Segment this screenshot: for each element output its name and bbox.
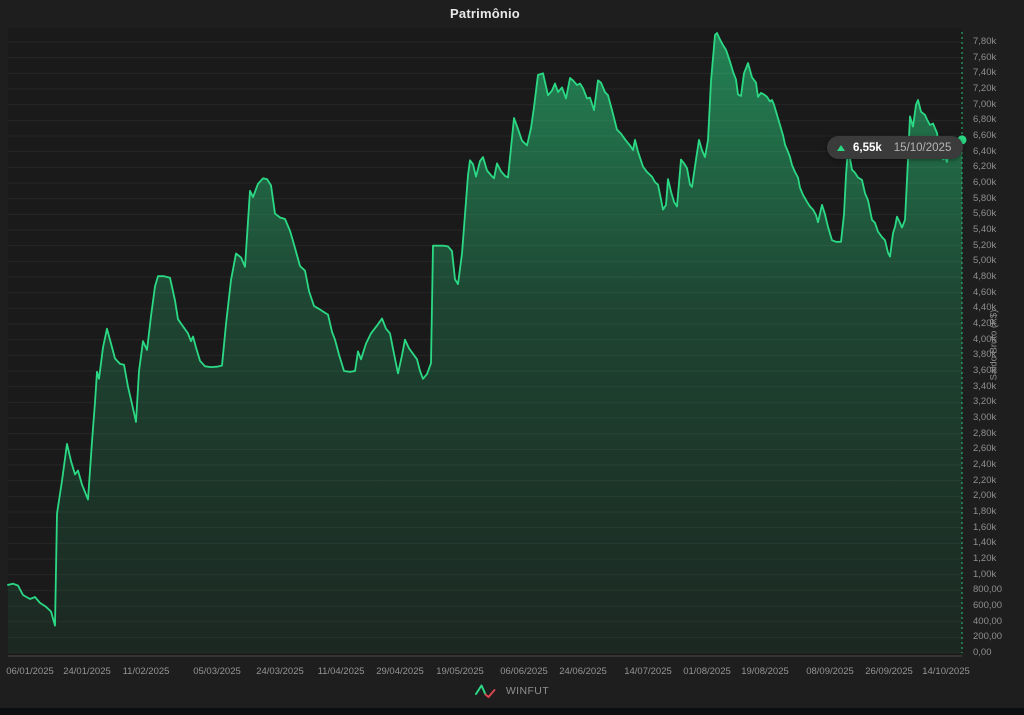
- bottom-bar: [0, 708, 1024, 715]
- y-tick-label: 2,00k: [973, 490, 997, 502]
- x-tick-label: 24/06/2025: [559, 666, 607, 677]
- y-tick-label: 3,60k: [973, 365, 997, 376]
- y-tick-label: 7,40k: [973, 67, 997, 79]
- y-tick-label: 6,20k: [973, 161, 997, 173]
- y-tick-label: 4,20k: [973, 318, 997, 329]
- y-tick-label: 2,20k: [973, 474, 997, 486]
- tooltip-date: 15/10/2025: [893, 141, 952, 154]
- y-tick-label: 1,80k: [973, 506, 997, 517]
- y-tick-label: 1,20k: [973, 553, 997, 564]
- y-tick-label: 7,60k: [973, 51, 997, 63]
- y-tick-label: 5,00k: [973, 255, 997, 267]
- y-tick-label: 400,00: [973, 615, 1003, 627]
- y-tick-label: 5,60k: [973, 208, 997, 220]
- y-tick-label: 3,40k: [973, 380, 997, 392]
- area-fill: [8, 33, 962, 653]
- y-tick-label: 3,00k: [973, 412, 997, 423]
- x-tick-label: 11/04/2025: [317, 666, 365, 677]
- legend-series-label: WINFUT: [505, 684, 550, 697]
- y-tick-label: 4,00k: [973, 333, 997, 345]
- tooltip: 6,55k 15/10/2025: [827, 136, 964, 159]
- x-tick-label: 29/04/2025: [376, 666, 424, 677]
- y-tick-label: 4,40k: [973, 302, 997, 314]
- y-tick-label: 200,00: [973, 631, 1003, 643]
- y-tick-label: 4,60k: [973, 286, 997, 298]
- x-tick-label: 26/09/2025: [865, 666, 913, 677]
- page-title: Patrimônio: [450, 6, 520, 21]
- y-tick-label: 6,00k: [973, 177, 997, 188]
- y-tick-label: 3,20k: [973, 396, 997, 408]
- y-tick-label: 800,00: [973, 584, 1003, 596]
- y-tick-label: 6,60k: [973, 130, 997, 141]
- y-tick-label: 600,00: [973, 600, 1003, 611]
- legend[interactable]: WINFUT: [0, 682, 1024, 699]
- x-tick-label: 14/07/2025: [624, 666, 672, 677]
- y-tick-label: 1,40k: [973, 537, 997, 549]
- y-tick-label: 7,00k: [973, 98, 997, 110]
- y-tick-label: 2,80k: [973, 427, 997, 439]
- x-tick-label: 05/03/2025: [193, 666, 241, 677]
- x-tick-label: 08/09/2025: [806, 666, 854, 677]
- x-tick-label: 06/01/2025: [6, 666, 54, 677]
- y-tick-label: 0,00: [973, 647, 992, 658]
- y-tick-label: 4,80k: [973, 271, 997, 282]
- x-tick-label: 24/01/2025: [63, 666, 111, 677]
- y-tick-label: 5,80k: [973, 192, 997, 204]
- y-tick-label: 7,80k: [973, 36, 997, 47]
- line-series-icon: [474, 684, 496, 698]
- x-tick-label: 14/10/2025: [922, 666, 970, 677]
- y-tick-label: 1,00k: [973, 568, 997, 580]
- y-axis-title: Saldo Bruto (R$): [988, 309, 1000, 381]
- y-tick-label: 2,60k: [973, 443, 997, 455]
- y-tick-label: 3,80k: [973, 349, 997, 361]
- y-tick-label: 7,20k: [973, 83, 997, 94]
- x-tick-label: 24/03/2025: [256, 666, 304, 677]
- y-tick-label: 6,80k: [973, 114, 997, 126]
- x-tick-label: 06/06/2025: [500, 666, 548, 677]
- y-tick-label: 6,40k: [973, 145, 997, 157]
- series-line: [7, 32, 963, 627]
- y-tick-label: 5,40k: [973, 224, 997, 235]
- y-tick-label: 5,20k: [973, 239, 997, 251]
- x-tick-label: 19/08/2025: [741, 666, 789, 677]
- gridlines: [8, 41, 962, 654]
- arrow-up-icon: [837, 144, 845, 151]
- x-tick-label: 01/08/2025: [683, 666, 731, 677]
- x-tick-label: 11/02/2025: [122, 666, 170, 677]
- x-tick-label: 19/05/2025: [436, 666, 484, 677]
- y-tick-label: 2,40k: [973, 459, 997, 470]
- tooltip-value: 6,55k: [853, 141, 882, 154]
- y-tick-label: 1,60k: [973, 521, 997, 533]
